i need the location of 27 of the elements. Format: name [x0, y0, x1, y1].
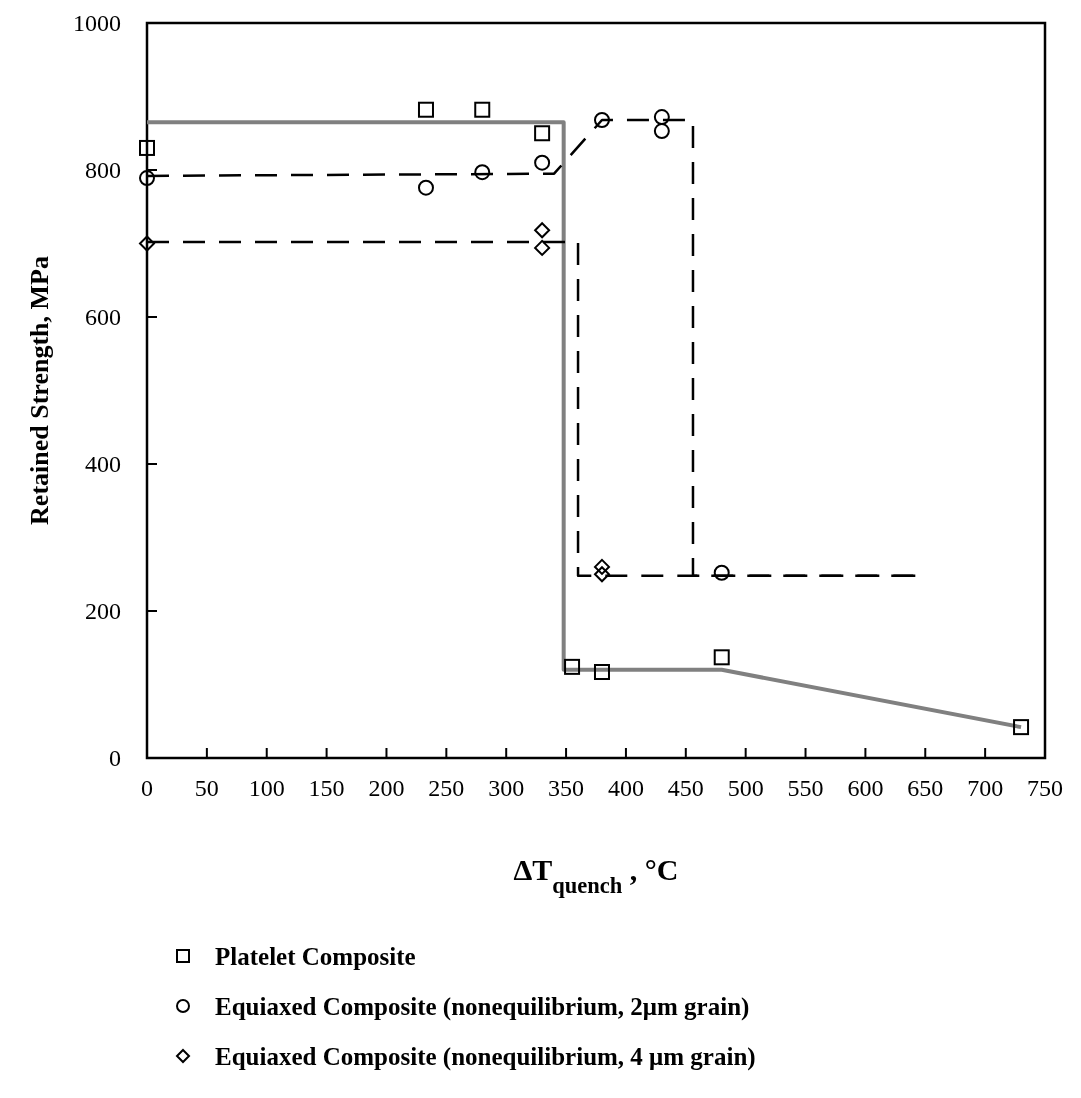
x-tick-label: 650 — [907, 775, 944, 801]
x-tick-label: 50 — [194, 775, 219, 801]
x-tick-label: 250 — [428, 775, 465, 801]
y-tick-label: 0 — [109, 745, 121, 771]
x-tick-label: 350 — [548, 775, 585, 801]
x-tick-label: 450 — [667, 775, 704, 801]
y-tick-label: 800 — [85, 157, 121, 183]
legend-label: Equiaxed Composite (nonequilibrium, 4 μm grain) — [215, 1043, 756, 1071]
y-tick-label: 400 — [85, 451, 121, 477]
y-tick-label: 600 — [85, 304, 121, 330]
x-tick-label: 700 — [967, 775, 1004, 801]
x-tick-label: 0 — [141, 775, 153, 801]
x-tick-label: 600 — [847, 775, 884, 801]
x-tick-label: 300 — [488, 775, 525, 801]
x-tick-label: 100 — [248, 775, 285, 801]
x-axis-title: ΔT$_{quench}$ , °C — [513, 853, 679, 898]
y-tick-label: 200 — [85, 598, 121, 624]
legend-label: Platelet Composite — [215, 943, 416, 970]
x-tick-label: 200 — [368, 775, 405, 801]
y-axis-title: Retained Strength, MPa — [25, 256, 54, 525]
x-tick-label: 150 — [308, 775, 345, 801]
x-tick-label: 400 — [607, 775, 644, 801]
x-tick-label: 500 — [727, 775, 764, 801]
x-tick-label: 750 — [1027, 775, 1063, 801]
legend-label: Equiaxed Composite (nonequilibrium, 2μm grain) — [215, 993, 750, 1021]
x-tick-label: 550 — [787, 775, 824, 801]
y-tick-label: 1000 — [73, 10, 121, 36]
